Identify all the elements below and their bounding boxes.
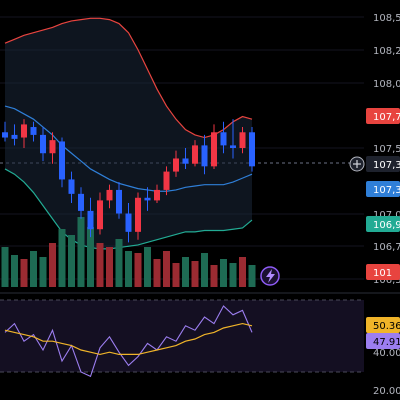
volume-bar <box>1 247 9 287</box>
candle-body <box>97 200 103 230</box>
candle-body <box>2 132 8 138</box>
candle-body <box>87 210 94 230</box>
y-tick-label: 106,7 <box>373 242 400 253</box>
basis-line <box>4 105 253 192</box>
lower-band-price-label-bg <box>366 216 400 232</box>
upper-band-price-label: 107,7 <box>373 112 400 123</box>
rsi-line <box>4 305 253 378</box>
rsi-ma-line <box>4 322 253 356</box>
volume-label: 101 <box>373 268 392 279</box>
volume-bar <box>125 251 132 287</box>
volume-bar <box>58 229 66 287</box>
volume-bar <box>87 227 94 287</box>
basis-price-label: 107,3 <box>373 185 400 196</box>
candles <box>2 119 255 243</box>
candle-body <box>249 132 255 167</box>
candle-body <box>201 145 208 167</box>
volume-bar <box>144 247 151 287</box>
candle-body <box>68 179 75 194</box>
lower-band-price-label: 106,9 <box>373 220 400 231</box>
candle-body <box>192 145 198 164</box>
y-tick-label: 108,0 <box>373 79 400 90</box>
candle-body <box>78 193 84 211</box>
candle-body <box>30 127 37 135</box>
candle-body <box>49 140 56 154</box>
candle-body <box>220 132 227 146</box>
candle-body <box>154 189 160 201</box>
rsi-tick-label: 20.00 <box>373 386 400 397</box>
upper-band-line <box>4 17 253 139</box>
volume-bars <box>1 217 256 287</box>
volume-bar <box>229 263 237 287</box>
lightning-button[interactable] <box>260 266 280 286</box>
candle-body <box>230 145 236 148</box>
volume-bar <box>68 235 75 287</box>
rsi-pane <box>0 299 364 378</box>
volume-bar <box>30 251 37 287</box>
volume-bar <box>11 255 18 287</box>
volume-bar <box>191 261 199 287</box>
candle-body <box>163 171 170 190</box>
y-tick-label: 107,5 <box>373 144 400 155</box>
volume-bar <box>182 257 189 287</box>
volume-bar <box>77 217 85 287</box>
price-tags: 107,7 107,3 107,3 106,9 101 50.36 47.91 <box>260 108 400 349</box>
volume-bar <box>96 243 104 287</box>
y-tick-label: 108,5 <box>373 13 400 24</box>
candle-body <box>144 197 151 201</box>
candle-body <box>182 158 189 164</box>
volume-bar <box>20 259 28 287</box>
volume-bar <box>239 257 246 287</box>
volume-bar <box>172 263 180 287</box>
lower-band-line <box>4 168 253 250</box>
volume-bar <box>210 265 218 287</box>
rsi-ma-label: 50.36 <box>373 321 400 332</box>
volume-bar <box>134 253 142 287</box>
volume-bar <box>39 257 47 287</box>
candle-body <box>173 158 179 172</box>
upper-band-price-label-bg <box>366 108 400 124</box>
rsi-ma-label-bg <box>366 317 400 333</box>
candle-body <box>40 134 46 154</box>
basis-price-label-bg <box>366 181 400 197</box>
volume-bar <box>201 253 208 287</box>
band-area <box>5 18 252 249</box>
candle-body <box>59 141 65 180</box>
candle-body <box>211 132 217 167</box>
volume-bar <box>106 247 113 287</box>
rsi-tick-label: 40.00 <box>373 348 400 359</box>
volume-bar <box>49 243 56 287</box>
rsi-value-label: 47.91 <box>373 337 400 348</box>
lightning-icon <box>266 269 275 283</box>
current-price-label-bg <box>366 156 400 172</box>
candle-body <box>11 134 18 139</box>
add-alert-button[interactable] <box>349 156 365 172</box>
volume-label-bg <box>366 264 400 280</box>
rsi-band-background <box>0 300 364 372</box>
candle-body <box>125 213 132 232</box>
candle-body <box>116 189 122 214</box>
band-fill <box>5 18 252 249</box>
volume-bar <box>220 259 227 287</box>
y-tick-label: 108,2 <box>373 46 400 57</box>
current-price-label: 107,3 <box>373 160 400 171</box>
candle-body <box>239 132 246 148</box>
volume-bar <box>115 239 123 287</box>
bollinger-bands <box>4 17 253 250</box>
price-axis: 108,5 108,2 108,0 107,5 107,0 106,7 106,5 40.00… <box>373 13 400 397</box>
candle-body <box>106 189 113 201</box>
candle-body <box>135 197 141 232</box>
volume-bar <box>248 265 256 287</box>
y-tick-label: 106,5 <box>373 275 400 286</box>
y-tick-label: 107,0 <box>373 210 400 221</box>
volume-bar <box>153 259 161 287</box>
candle-body <box>21 124 27 138</box>
rsi-value-label-bg <box>366 333 400 349</box>
volume-bar <box>163 251 170 287</box>
